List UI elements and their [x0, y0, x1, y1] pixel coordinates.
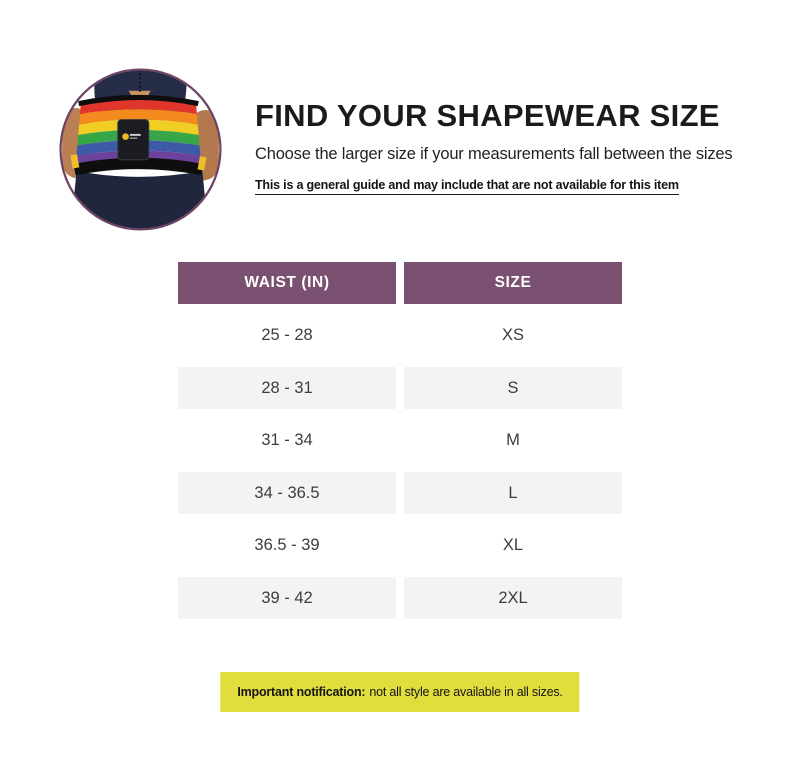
- size-table: WAIST (IN) SIZE 25 - 28 XS 28 - 31 S 31 …: [178, 262, 622, 619]
- waist-cell: 39 - 42: [178, 577, 396, 619]
- notification-text: not all style are available in all sizes…: [369, 685, 563, 699]
- table-row: 31 - 34 M: [178, 420, 622, 462]
- waist-cell: 31 - 34: [261, 431, 313, 449]
- table-row: 25 - 28 XS: [178, 315, 622, 357]
- product-photo-circle: [58, 67, 223, 232]
- important-notification-bar: Important notification: not all style ar…: [220, 672, 580, 712]
- table-row: 36.5 - 39 XL: [178, 525, 622, 567]
- size-cell: 2XL: [404, 577, 622, 619]
- size-cell: XL: [502, 536, 524, 554]
- table-header-waist: WAIST (IN): [178, 262, 396, 304]
- table-row: 34 - 36.5 L: [178, 472, 622, 514]
- page-title: FIND YOUR SHAPEWEAR SIZE: [255, 98, 720, 133]
- table-row: 28 - 31 S: [178, 367, 622, 409]
- general-guide-note: This is a general guide and may include …: [255, 178, 679, 196]
- size-cell: L: [404, 472, 622, 514]
- waist-cell: 28 - 31: [178, 367, 396, 409]
- hero-text-block: FIND YOUR SHAPEWEAR SIZE Choose the larg…: [255, 98, 775, 196]
- rainbow-waist-trainer-image: [59, 68, 222, 231]
- size-cell: M: [506, 431, 520, 449]
- circle-ring: [59, 68, 222, 231]
- size-cell: XS: [501, 326, 524, 344]
- size-cell: S: [404, 367, 622, 409]
- size-table-header: WAIST (IN) SIZE: [178, 262, 622, 304]
- waist-cell: 34 - 36.5: [178, 472, 396, 514]
- page-subtitle: Choose the larger size if your measureme…: [255, 144, 733, 163]
- notification-label: Important notification:: [237, 685, 366, 699]
- waist-cell: 25 - 28: [261, 326, 313, 344]
- table-header-size: SIZE: [404, 262, 622, 304]
- waist-cell: 36.5 - 39: [254, 536, 320, 554]
- table-row: 39 - 42 2XL: [178, 577, 622, 619]
